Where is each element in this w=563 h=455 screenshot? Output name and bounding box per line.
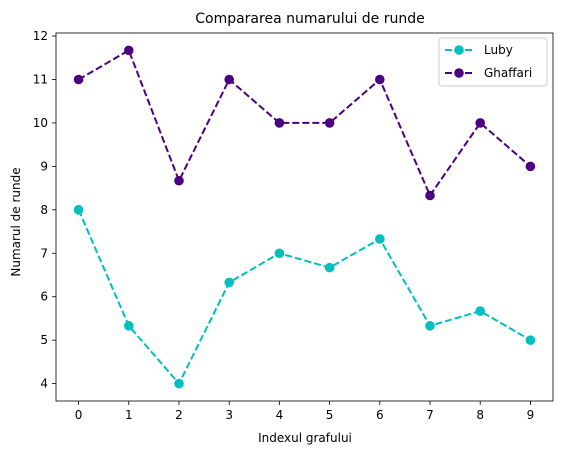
- data-point-luby: [324, 262, 335, 273]
- chart-title: Compararea numarului de runde: [195, 11, 425, 27]
- data-point-ghaffari: [375, 74, 385, 85]
- legend-label-luby: Luby: [484, 43, 513, 57]
- data-point-ghaffari: [224, 74, 234, 85]
- data-point-ghaffari: [475, 118, 486, 128]
- data-point-luby: [73, 205, 84, 215]
- x-tick-label: 0: [75, 408, 83, 422]
- x-tick-label: 6: [376, 408, 384, 422]
- data-point-luby: [174, 378, 184, 389]
- y-tick-label: 9: [40, 159, 48, 173]
- data-point-ghaffari: [324, 118, 335, 128]
- legend-marker-luby: [454, 45, 464, 55]
- data-point-ghaffari: [174, 175, 184, 186]
- y-tick-label: 5: [40, 333, 48, 347]
- x-tick-label: 7: [426, 408, 434, 422]
- y-tick-label: 6: [40, 290, 48, 304]
- x-tick-label: 1: [125, 408, 133, 422]
- y-tick-label: 8: [40, 203, 48, 217]
- series-line-ghaffari: [78, 49, 532, 197]
- x-tick-label: 8: [476, 408, 484, 422]
- data-point-luby: [123, 321, 134, 331]
- y-tick-label: 10: [33, 116, 48, 130]
- y-tick-label: 12: [33, 29, 48, 43]
- data-point-ghaffari: [73, 74, 84, 85]
- legend: Luby Ghaffari: [438, 37, 548, 87]
- data-point-luby: [425, 321, 435, 331]
- data-point-ghaffari: [123, 45, 134, 56]
- legend-label-ghaffari: Ghaffari: [484, 66, 532, 80]
- data-point-luby: [525, 335, 536, 345]
- x-tick-label: 4: [276, 408, 284, 422]
- x-tick-label: 9: [527, 408, 535, 422]
- x-tick-label: 5: [326, 408, 334, 422]
- data-point-ghaffari: [274, 118, 285, 128]
- data-point-luby: [375, 234, 385, 244]
- plot-frame: [55, 32, 554, 402]
- x-axis-label: Indexul grafului: [258, 431, 352, 445]
- legend-marker-ghaffari: [454, 68, 464, 78]
- data-point-luby: [224, 277, 234, 288]
- y-tick-label: 7: [40, 246, 48, 260]
- data-point-ghaffari: [525, 161, 536, 172]
- data-point-luby: [274, 248, 285, 259]
- x-tick-label: 2: [175, 408, 183, 422]
- y-tick-label: 4: [40, 377, 48, 391]
- data-point-luby: [475, 306, 486, 316]
- y-axis-label: Numarul de runde: [9, 167, 23, 276]
- x-tick-label: 3: [225, 408, 233, 422]
- series-line-luby: [77, 209, 531, 385]
- data-point-ghaffari: [425, 190, 435, 201]
- y-tick-label: 11: [33, 72, 48, 86]
